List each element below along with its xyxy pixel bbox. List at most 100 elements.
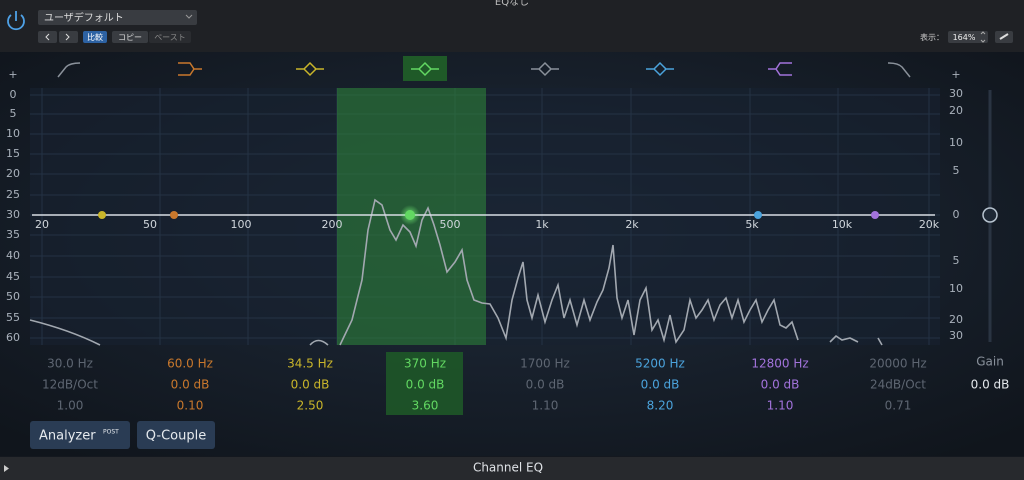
right-scale-label: 5 xyxy=(953,254,960,267)
band-freq: 30.0 Hz xyxy=(47,357,93,371)
left-scale-label: 55 xyxy=(6,311,20,324)
right-scale-label: 30 xyxy=(949,329,963,342)
zoom-value: 164% xyxy=(953,33,976,42)
band-gain: 0.0 dB xyxy=(171,378,210,392)
next-icon xyxy=(65,33,70,41)
band-freq: 60.0 Hz xyxy=(167,357,213,371)
paste-button[interactable] xyxy=(149,31,191,43)
band-freq: 12800 Hz xyxy=(751,357,808,371)
band-node[interactable] xyxy=(871,211,879,219)
left-scale-label: 25 xyxy=(6,188,20,201)
left-scale-label: + xyxy=(8,68,17,81)
left-scale-label: 15 xyxy=(6,147,20,160)
copy-button[interactable] xyxy=(112,31,148,43)
analyzer-curve xyxy=(29,198,883,346)
gain-value: 0.0 dB xyxy=(971,378,1010,392)
left-scale-label: 10 xyxy=(6,127,20,140)
selected-band-params xyxy=(386,352,463,415)
frequency-label: 100 xyxy=(231,218,252,231)
band-icon[interactable] xyxy=(646,61,674,77)
analyzer-label: Analyzer xyxy=(39,429,96,444)
zoom-control[interactable] xyxy=(948,31,988,43)
band-node[interactable] xyxy=(754,211,762,219)
frequency-label: 2k xyxy=(625,218,639,231)
frequency-label: 5k xyxy=(745,218,759,231)
band-q: 0.10 xyxy=(177,399,204,413)
band-gain: 0.0 dB xyxy=(761,378,800,392)
compare-label: 比較 xyxy=(87,32,103,42)
band-freq: 34.5 Hz xyxy=(287,357,333,371)
analyzer-post-label: POST xyxy=(103,429,119,436)
preset-dropdown[interactable] xyxy=(38,10,197,25)
right-scale-label: 10 xyxy=(949,136,963,149)
preset-name: ユーザデフォルト xyxy=(44,11,124,24)
band-gain: 24dB/Oct xyxy=(870,378,926,392)
zoom-stepper xyxy=(980,31,986,43)
copy-label: コピー xyxy=(118,33,142,42)
band-gain: 0.0 dB xyxy=(526,378,565,392)
left-scale-label: 40 xyxy=(6,249,20,262)
analyzer-button[interactable] xyxy=(30,421,130,449)
view-label: 表示： xyxy=(920,32,944,42)
footer-bar xyxy=(0,457,1024,480)
link-icon xyxy=(999,33,1009,40)
prev-button[interactable] xyxy=(38,31,57,43)
compare-button[interactable] xyxy=(83,31,107,43)
q-couple-label: Q-Couple xyxy=(146,429,206,444)
footer-title: Channel EQ xyxy=(473,461,543,475)
right-scale-label: 5 xyxy=(953,164,960,177)
band-q: 3.60 xyxy=(412,399,439,413)
right-scale-label: + xyxy=(951,68,960,81)
band-q: 1.00 xyxy=(57,399,84,413)
right-scale-label: 0 xyxy=(953,208,960,221)
frequency-label: 20k xyxy=(919,218,940,231)
right-scale-label: 20 xyxy=(949,313,963,326)
band-icon[interactable] xyxy=(296,61,324,77)
band-node[interactable] xyxy=(98,211,106,219)
frequency-label: 200 xyxy=(322,218,343,231)
gain-label: Gain xyxy=(976,355,1004,369)
band-q: 1.10 xyxy=(767,399,794,413)
dropdown-arrow xyxy=(185,14,193,19)
gain-slider-knob[interactable] xyxy=(982,207,998,223)
band-icon[interactable] xyxy=(887,62,911,78)
frequency-label: 500 xyxy=(440,218,461,231)
paste-label: ペースト xyxy=(154,33,186,42)
band-q: 1.10 xyxy=(532,399,559,413)
band-q: 2.50 xyxy=(297,399,324,413)
band-freq: 20000 Hz xyxy=(869,357,926,371)
prev-icon xyxy=(45,33,50,41)
band-icon[interactable] xyxy=(768,62,792,76)
band-icon-highlight xyxy=(403,56,447,81)
frequency-label: 20 xyxy=(35,218,49,231)
left-scale-label: 50 xyxy=(6,290,20,303)
band-freq: 370 Hz xyxy=(404,357,446,371)
right-scale-label: 30 xyxy=(949,87,963,100)
left-scale-label: 60 xyxy=(6,331,20,344)
band-freq: 1700 Hz xyxy=(520,357,570,371)
band-gain: 12dB/Oct xyxy=(42,378,98,392)
band-gain: 0.0 dB xyxy=(406,378,445,392)
right-scale-label: 20 xyxy=(949,104,963,117)
left-scale-label: 5 xyxy=(10,107,17,120)
left-scale-label: 0 xyxy=(10,88,17,101)
band-node[interactable] xyxy=(170,211,178,219)
band-node[interactable] xyxy=(405,210,415,220)
frequency-label: 50 xyxy=(143,218,157,231)
band-icon[interactable] xyxy=(178,62,202,76)
left-scale-label: 20 xyxy=(6,167,20,180)
frequency-label: 1k xyxy=(535,218,549,231)
band-q: 0.71 xyxy=(885,399,912,413)
frequency-label: 10k xyxy=(832,218,853,231)
band-icon[interactable] xyxy=(531,61,559,77)
left-scale-label: 35 xyxy=(6,228,20,241)
footer-disclosure[interactable] xyxy=(4,465,9,472)
band-icon[interactable] xyxy=(57,62,81,78)
band-icon[interactable] xyxy=(411,61,439,77)
q-couple-button[interactable] xyxy=(137,421,215,449)
power-button[interactable] xyxy=(7,11,25,31)
band-gain: 0.0 dB xyxy=(641,378,680,392)
left-scale-label: 45 xyxy=(6,270,20,283)
